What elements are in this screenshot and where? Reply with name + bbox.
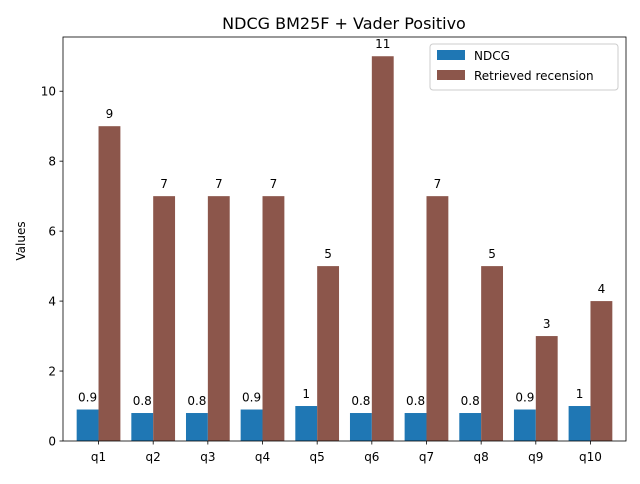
x-tick-label-q4: q4 [255,450,270,464]
data-label-retrieved-q6: 11 [375,37,390,51]
data-label-retrieved-q8: 5 [488,247,496,261]
bar-retrieved-q10 [590,301,613,441]
bar-retrieved-q3 [207,196,230,441]
bar-retrieved-q8 [481,266,504,441]
data-label-ndcg-q10: 1 [576,387,584,401]
bar-ndcg-q10 [568,406,591,441]
data-label-retrieved-q5: 5 [324,247,332,261]
data-label-ndcg-q9: 0.9 [515,391,534,405]
data-label-retrieved-q7: 7 [434,177,442,191]
bar-ndcg-q4 [240,409,263,441]
legend-swatch-ndcg [437,50,465,60]
data-label-ndcg-q4: 0.9 [242,391,261,405]
x-tick-label-q8: q8 [474,450,489,464]
y-tick-label-0: 0 [48,435,56,449]
x-tick-label-q9: q9 [528,450,543,464]
y-axis-label: Values [14,221,28,260]
x-tick-label-q3: q3 [200,450,215,464]
data-label-retrieved-q10: 4 [598,282,606,296]
x-tick-label-q10: q10 [579,450,602,464]
data-label-retrieved-q4: 7 [270,177,278,191]
bar-ndcg-q6 [349,413,372,441]
legend-label-ndcg: NDCG [474,49,510,63]
data-label-ndcg-q6: 0.8 [351,394,370,408]
bar-retrieved-q5 [317,266,340,441]
legend: NDCG Retrieved recension [429,43,619,91]
data-label-retrieved-q1: 9 [106,107,114,121]
bar-retrieved-q9 [535,336,558,441]
data-label-ndcg-q5: 1 [302,387,310,401]
x-tick-label-q2: q2 [146,450,161,464]
y-tick-label-8: 8 [48,155,56,169]
bar-retrieved-q6 [371,56,394,442]
chart-title: NDCG BM25F + Vader Positivo [222,14,466,33]
bar-retrieved-q7 [426,196,449,441]
bar-ndcg-q2 [131,413,154,441]
bar-retrieved-q4 [262,196,285,441]
x-tick-label-q7: q7 [419,450,434,464]
data-label-ndcg-q7: 0.8 [406,394,425,408]
y-tick-label-10: 10 [41,85,56,99]
bar-ndcg-q9 [513,409,536,441]
bar-ndcg-q5 [295,406,318,441]
data-label-retrieved-q2: 7 [160,177,168,191]
x-tick-label-q1: q1 [91,450,106,464]
data-label-ndcg-q8: 0.8 [461,394,480,408]
data-label-retrieved-q3: 7 [215,177,223,191]
data-label-ndcg-q3: 0.8 [187,394,206,408]
bar-retrieved-q2 [153,196,176,441]
bar-retrieved-q1 [98,126,121,441]
data-label-retrieved-q9: 3 [543,317,551,331]
y-tick-label-2: 2 [48,365,56,379]
y-tick-label-6: 6 [48,225,56,239]
legend-swatch-retrieved [437,70,465,80]
bar-ndcg-q3 [185,413,208,441]
x-tick-label-q6: q6 [364,450,379,464]
bar-ndcg-q8 [459,413,482,441]
plot-frame [62,36,627,442]
bar-ndcg-q7 [404,413,427,441]
data-label-ndcg-q1: 0.9 [78,391,97,405]
bar-ndcg-q1 [76,409,99,441]
data-label-ndcg-q2: 0.8 [133,394,152,408]
legend-box [429,43,619,91]
legend-label-retrieved: Retrieved recension [474,69,594,83]
y-tick-label-4: 4 [48,295,56,309]
x-tick-label-q5: q5 [310,450,325,464]
plot-area: 0.9 0.8 0.8 0.9 1 0.8 0.8 0.8 0.9 1 9 7 7 7 5 11 7 5 3 4 0 2 4… [41,36,627,464]
